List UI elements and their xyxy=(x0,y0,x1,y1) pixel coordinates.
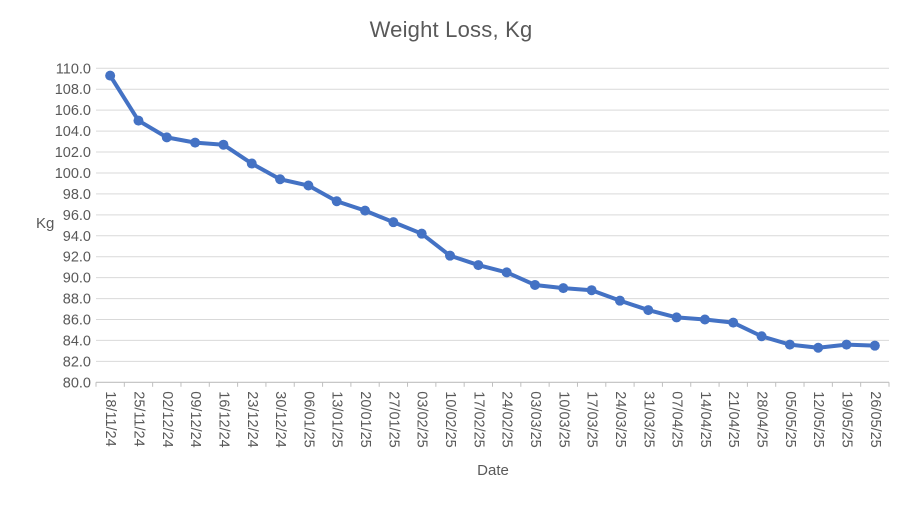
x-tick-label: 26/05/25 xyxy=(867,391,883,447)
x-tick-label: 10/03/25 xyxy=(555,391,571,447)
data-point-marker xyxy=(388,217,399,228)
x-tick-label: 25/11/24 xyxy=(130,391,146,446)
x-tick-label: 28/04/25 xyxy=(754,391,770,447)
y-tick-label: 102.0 xyxy=(55,145,91,161)
y-tick-label: 92.0 xyxy=(63,250,91,266)
x-tick-label: 30/12/24 xyxy=(272,391,288,447)
data-point-marker xyxy=(275,174,286,185)
x-tick-label: 02/12/24 xyxy=(159,391,175,447)
data-point-marker xyxy=(671,312,682,323)
data-point-marker xyxy=(813,342,824,353)
data-point-marker xyxy=(133,115,144,126)
y-tick-label: 100.0 xyxy=(55,166,91,182)
y-tick-label: 104.0 xyxy=(55,124,91,140)
x-tick-label: 03/03/25 xyxy=(527,391,543,447)
data-point-marker xyxy=(869,340,880,351)
data-point-marker xyxy=(614,295,625,306)
x-tick-label: 31/03/25 xyxy=(640,391,656,447)
y-tick-label: 108.0 xyxy=(55,82,91,98)
data-point-marker xyxy=(756,331,767,342)
data-point-marker xyxy=(416,228,427,239)
y-tick-label: 86.0 xyxy=(63,313,91,329)
x-tick-label: 13/01/25 xyxy=(329,391,345,447)
y-tick-label: 80.0 xyxy=(63,375,91,391)
x-tick-label: 16/12/24 xyxy=(215,391,231,447)
data-point-marker xyxy=(218,139,229,150)
x-tick-label: 17/03/25 xyxy=(584,391,600,447)
data-point-marker xyxy=(105,70,116,81)
data-point-marker xyxy=(161,132,172,143)
data-point-marker xyxy=(501,267,512,278)
data-point-marker xyxy=(246,158,257,169)
data-point-marker xyxy=(643,305,654,316)
x-tick-label: 09/12/24 xyxy=(187,391,203,447)
y-tick-label: 96.0 xyxy=(63,208,91,224)
data-point-marker xyxy=(586,285,597,296)
y-tick-label: 94.0 xyxy=(63,229,91,245)
data-point-marker xyxy=(699,314,710,325)
x-tick-label: 23/12/24 xyxy=(244,391,260,447)
data-point-marker xyxy=(190,137,201,148)
y-tick-label: 90.0 xyxy=(63,271,91,287)
x-tick-label: 12/05/25 xyxy=(810,391,826,447)
y-tick-label: 82.0 xyxy=(63,354,91,370)
x-tick-label: 05/05/25 xyxy=(782,391,798,447)
x-tick-label: 17/02/25 xyxy=(470,391,486,447)
y-tick-label: 84.0 xyxy=(63,333,91,349)
y-tick-label: 106.0 xyxy=(55,103,91,119)
data-point-marker xyxy=(331,196,342,207)
data-point-marker xyxy=(529,279,540,290)
x-tick-label: 24/03/25 xyxy=(612,391,628,447)
data-point-marker xyxy=(303,180,314,191)
weight-series-line xyxy=(108,73,877,350)
x-tick-label: 07/04/25 xyxy=(669,391,685,447)
y-axis-title: Kg xyxy=(36,215,55,232)
y-tick-label: 98.0 xyxy=(63,187,91,203)
data-point-marker xyxy=(728,317,739,328)
x-tick-label: 14/04/25 xyxy=(697,391,713,447)
chart-title: Weight Loss, Kg xyxy=(369,17,533,42)
y-tick-label: 88.0 xyxy=(63,292,91,308)
x-tick-label: 21/04/25 xyxy=(725,391,741,447)
x-tick-label: 20/01/25 xyxy=(357,391,373,447)
y-tick-label: 110.0 xyxy=(56,61,91,77)
data-point-marker xyxy=(784,339,795,350)
data-point-marker xyxy=(473,260,484,271)
x-tick-label: 19/05/25 xyxy=(839,391,855,447)
x-tick-label: 10/02/25 xyxy=(442,391,458,447)
x-axis-title: Date xyxy=(477,462,509,479)
x-tick-label: 18/11/24 xyxy=(102,391,118,446)
x-tick-label: 06/01/25 xyxy=(300,391,316,447)
data-point-marker xyxy=(445,250,456,261)
data-point-marker xyxy=(558,283,569,294)
x-tick-label: 03/02/25 xyxy=(414,391,430,447)
data-point-marker xyxy=(841,339,852,350)
x-tick-label: 27/01/25 xyxy=(385,391,401,447)
x-tick-label: 24/02/25 xyxy=(499,391,515,447)
data-point-marker xyxy=(360,205,371,216)
